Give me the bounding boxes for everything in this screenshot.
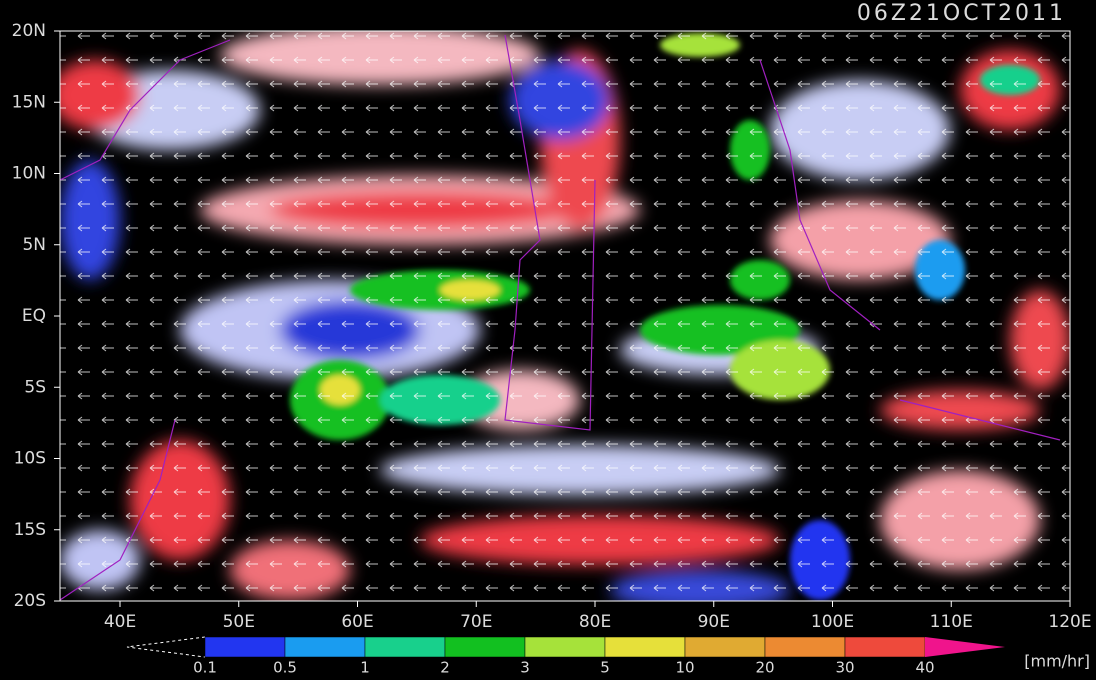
colorbar-segment xyxy=(204,636,286,658)
lat-label: 5N xyxy=(22,235,46,255)
underflow-triangle xyxy=(126,636,206,658)
colorbar-label: 30 xyxy=(835,659,854,677)
colorbar-segment xyxy=(364,636,446,658)
lat-label: 10S xyxy=(14,449,46,469)
colorbar-label: 10 xyxy=(675,659,694,677)
colorbar-segment xyxy=(604,636,686,658)
lat-axis: 20N 15N 10N 5N EQ 5S 10S 15S 20S xyxy=(12,21,60,611)
lon-label: 80E xyxy=(579,612,611,632)
wind-vectors xyxy=(60,31,1070,601)
lat-label: 20N xyxy=(12,21,46,41)
colorbar-segment xyxy=(844,636,926,658)
colorbar-label: 0.1 xyxy=(193,659,217,677)
lon-label: 120E xyxy=(1048,612,1091,632)
colorbar-segment xyxy=(764,636,846,658)
lat-label: 15S xyxy=(14,520,46,540)
colorbar-segment xyxy=(444,636,526,658)
lon-label: 110E xyxy=(930,612,973,632)
colorbar-label: 1 xyxy=(360,659,370,677)
lat-label: 5S xyxy=(24,377,46,397)
colorbar-label: 20 xyxy=(755,659,774,677)
coastlines xyxy=(60,34,1061,601)
colorbar-label: 2 xyxy=(440,659,450,677)
colorbar-label: 40 xyxy=(915,659,934,677)
colorbar-label: 0.5 xyxy=(273,659,297,677)
lat-label: 15N xyxy=(12,92,46,112)
lon-label: 50E xyxy=(223,612,255,632)
lon-label: 60E xyxy=(341,612,373,632)
colorbar-segment xyxy=(524,636,606,658)
colorbar-unit: [mm/hr] xyxy=(1024,652,1090,671)
colorbar-segment xyxy=(284,636,366,658)
colorbar-segment xyxy=(684,636,766,658)
lat-label: 10N xyxy=(12,164,46,184)
lat-label: EQ xyxy=(22,306,46,326)
lon-label: 70E xyxy=(460,612,492,632)
colorbar-label: 5 xyxy=(600,659,610,677)
lon-axis: 40E 50E 60E 70E 80E 90E 100E 110E 120E xyxy=(104,601,1092,632)
lon-label: 100E xyxy=(811,612,854,632)
timestamp: 06Z21OCT2011 xyxy=(857,1,1066,26)
colorbar: 0.1 0.5 1 2 3 5 10 20 30 40 [mm/hr] xyxy=(126,636,1090,677)
lat-label: 20S xyxy=(14,591,46,611)
colorbar-label: 3 xyxy=(520,659,530,677)
lon-label: 40E xyxy=(104,612,136,632)
lon-label: 90E xyxy=(698,612,730,632)
overflow-triangle xyxy=(925,637,1005,657)
map-field xyxy=(60,31,1070,601)
